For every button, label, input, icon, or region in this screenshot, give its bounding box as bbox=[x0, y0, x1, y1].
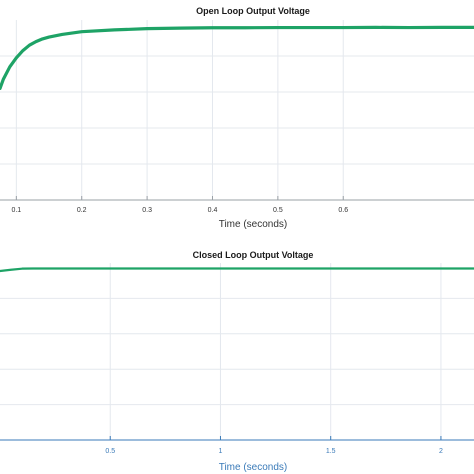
x-ticks: 0.5 1 1.5 2 bbox=[105, 436, 443, 455]
x-ticks: 0.1 0.2 0.3 0.4 0.5 0.6 bbox=[11, 196, 348, 214]
x-tick-label: 0.5 bbox=[105, 448, 115, 455]
x-axis-label: Time (seconds) bbox=[219, 219, 288, 230]
chart-title: Closed Loop Output Voltage bbox=[193, 250, 314, 260]
series-line bbox=[0, 267, 474, 273]
series bbox=[0, 25, 474, 90]
x-tick-label: 1.5 bbox=[326, 448, 336, 455]
x-tick-label: 0.2 bbox=[77, 207, 87, 214]
x-tick-label: 0.5 bbox=[273, 207, 283, 214]
grid bbox=[0, 20, 474, 200]
chart-title: Open Loop Output Voltage bbox=[196, 6, 310, 16]
x-tick-label: 0.3 bbox=[142, 207, 152, 214]
x-tick-label: 0.6 bbox=[338, 207, 348, 214]
x-tick-label: 0.1 bbox=[11, 207, 21, 214]
x-tick-label: 1 bbox=[219, 448, 223, 455]
closed-loop-chart: Closed Loop Output Voltage 0.5 1 1.5 2 Time… bbox=[0, 250, 474, 473]
series-line bbox=[0, 25, 474, 90]
x-tick-label: 2 bbox=[439, 448, 443, 455]
x-tick-label: 0.4 bbox=[208, 207, 218, 214]
x-axis-label: Time (seconds) bbox=[219, 462, 288, 473]
grid bbox=[0, 263, 474, 440]
series bbox=[0, 267, 474, 273]
open-loop-chart: Open Loop Output Voltage 0.1 0.2 0.3 0.4 0.5… bbox=[0, 6, 474, 230]
